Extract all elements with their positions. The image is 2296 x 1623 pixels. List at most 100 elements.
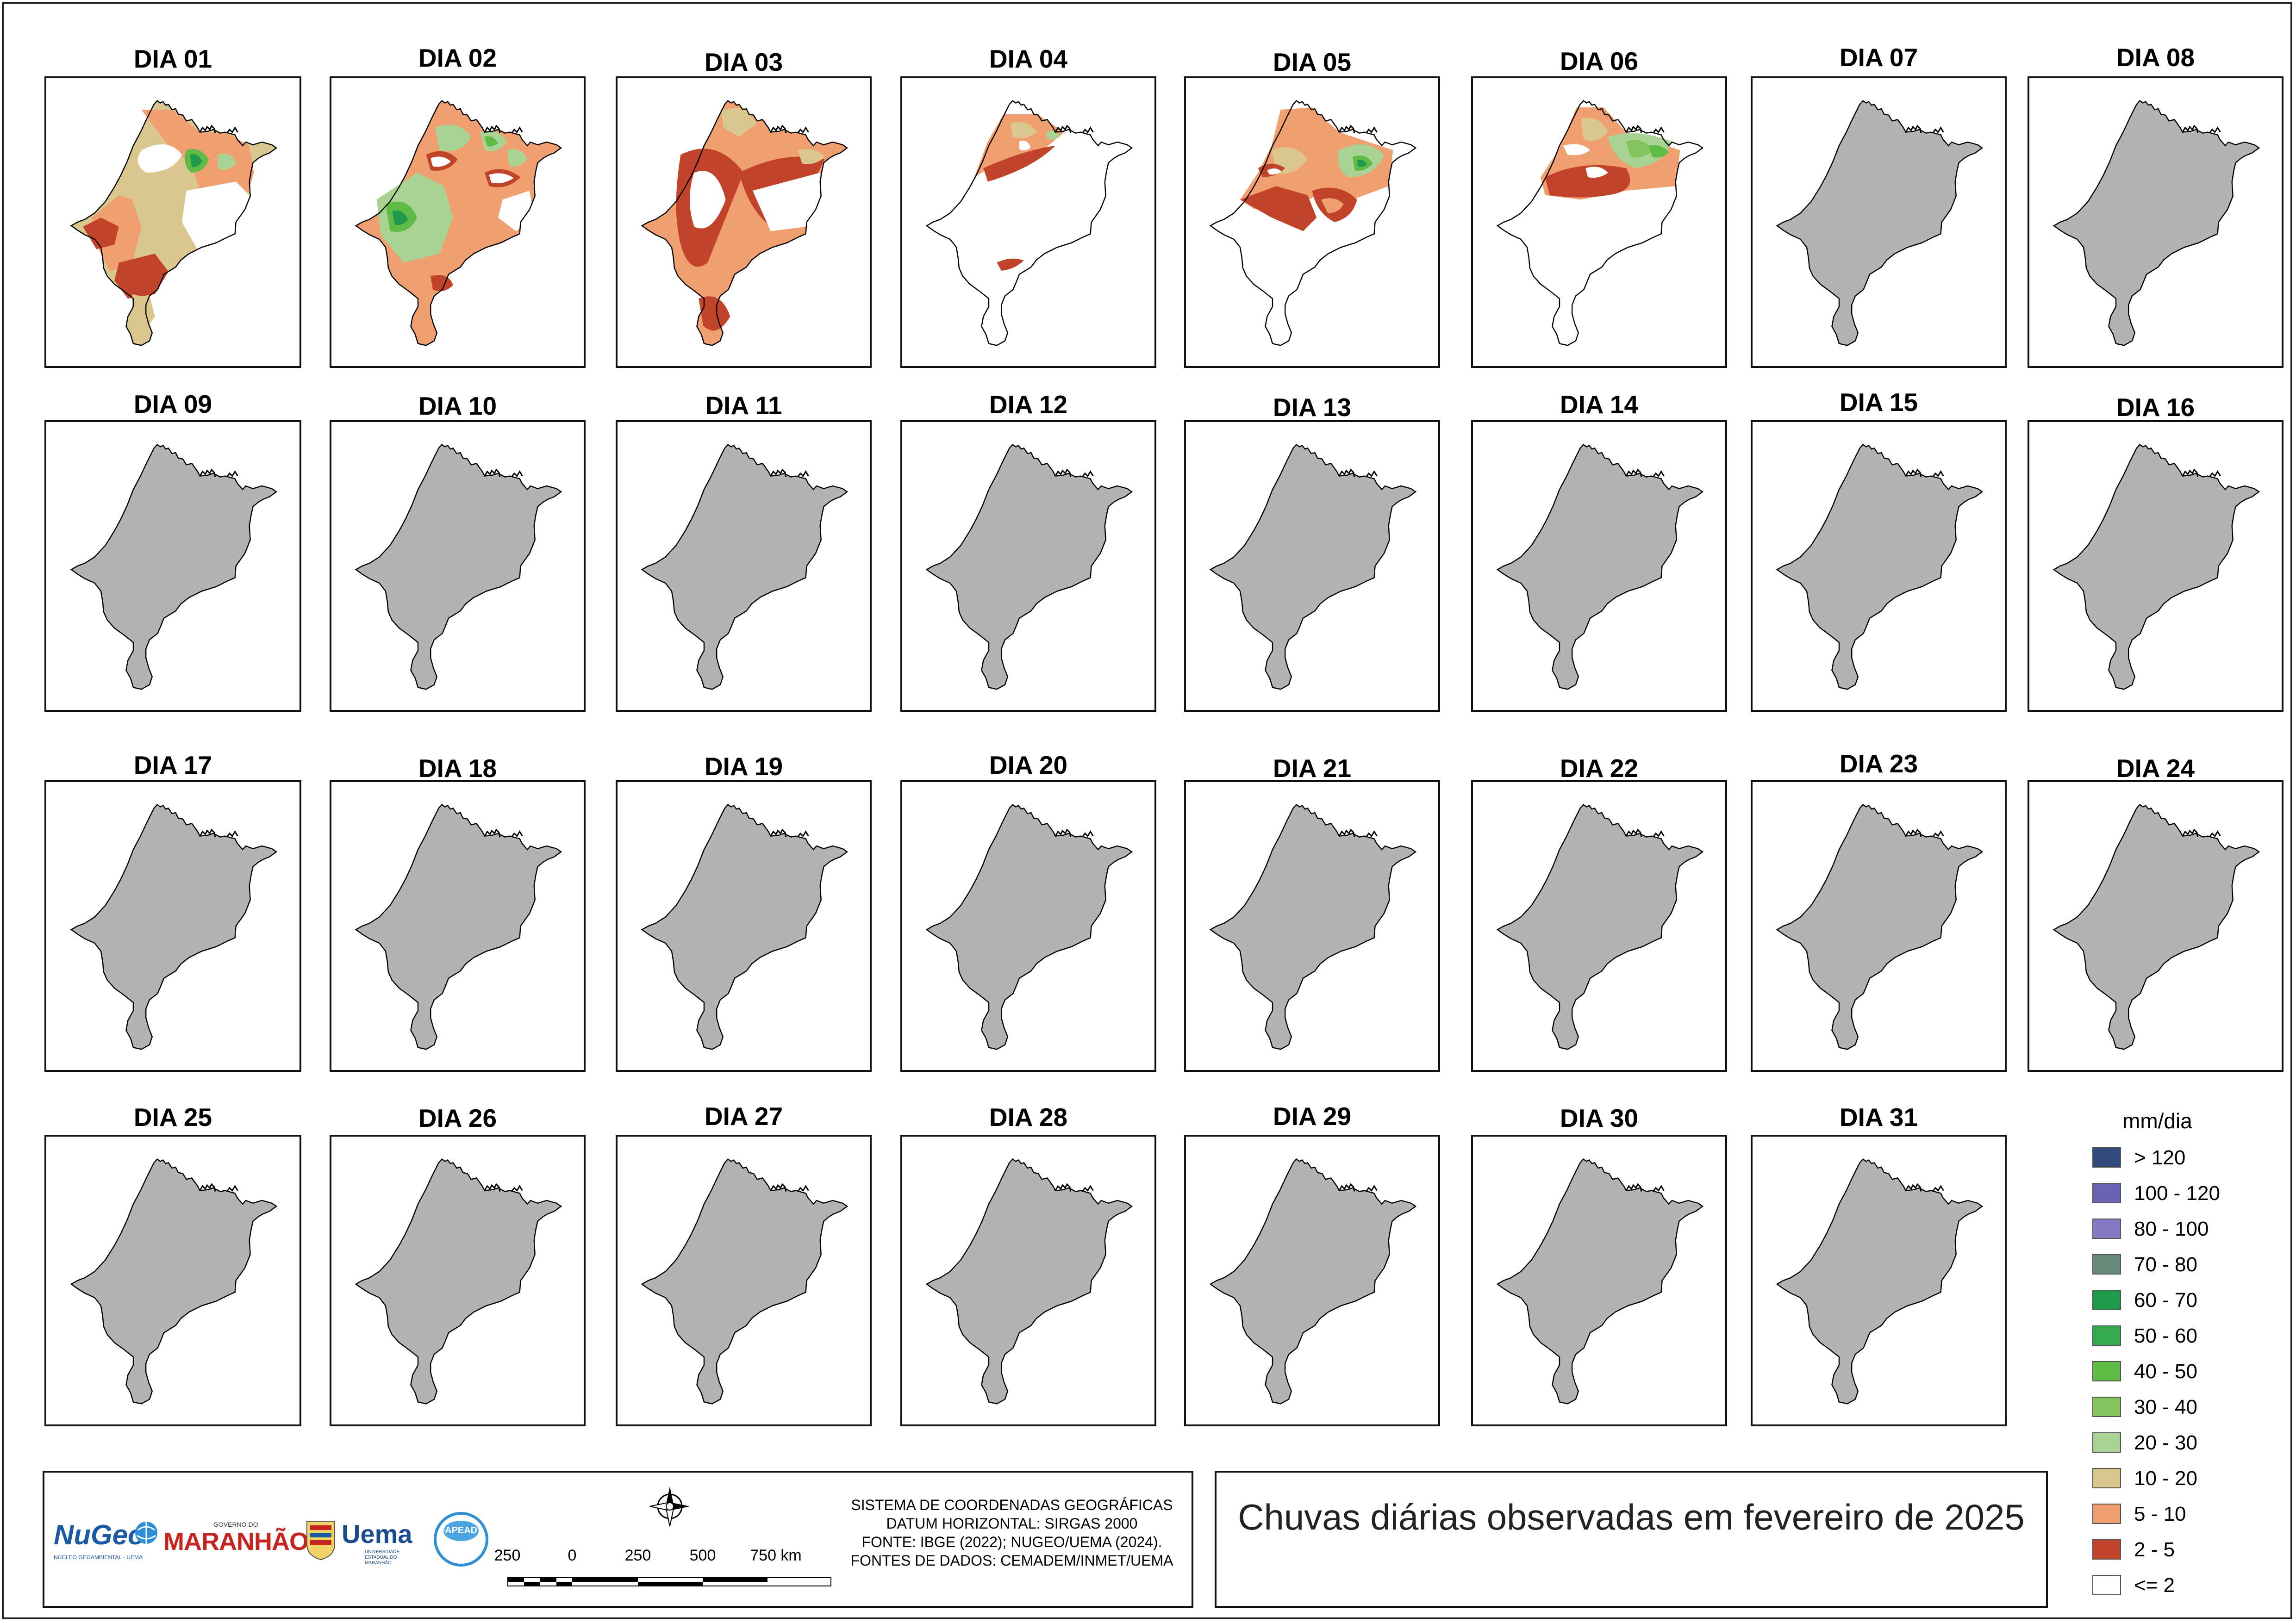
day-map-title: DIA 21 bbox=[1273, 754, 1352, 783]
day-map-frame bbox=[2028, 420, 2284, 712]
day-map-panel: DIA 20 bbox=[900, 750, 1156, 1072]
day-map-title: DIA 03 bbox=[704, 48, 783, 76]
day-map-frame bbox=[900, 780, 1156, 1072]
legend-title: mm/dia bbox=[2122, 1109, 2192, 1133]
uema-logo: Uema UNIVERSIDADE ESTADUAL DO MARANHÃO bbox=[342, 1519, 430, 1570]
day-map-panel: DIA 19 bbox=[616, 752, 872, 1072]
day-map-frame bbox=[330, 780, 586, 1072]
title-box: Chuvas diárias observadas em fevereiro d… bbox=[1215, 1471, 2048, 1608]
day-map-frame bbox=[900, 76, 1156, 368]
day-map-title: DIA 07 bbox=[1839, 43, 1918, 72]
day-map-title: DIA 30 bbox=[1560, 1104, 1639, 1132]
day-map-frame bbox=[1751, 420, 2007, 712]
day-map-frame bbox=[1751, 780, 2007, 1072]
day-map-title: DIA 01 bbox=[133, 44, 212, 73]
day-map-panel: DIA 06 bbox=[1471, 46, 1727, 368]
state-rainfall-map bbox=[2053, 443, 2260, 690]
legend-swatch bbox=[2092, 1147, 2121, 1168]
fapead-label: FAPEAD bbox=[440, 1525, 478, 1536]
day-map-title: DIA 12 bbox=[989, 390, 1068, 419]
day-map-title: DIA 15 bbox=[1839, 388, 1918, 417]
day-map-panel: DIA 25 bbox=[44, 1102, 301, 1426]
day-map-panel: DIA 29 bbox=[1184, 1101, 1440, 1426]
day-map-frame bbox=[330, 420, 586, 712]
day-map-panel: DIA 21 bbox=[1184, 753, 1440, 1072]
legend-item: 60 - 70 bbox=[2083, 1286, 2277, 1322]
legend-swatch bbox=[2092, 1575, 2121, 1595]
day-map-frame bbox=[1184, 76, 1440, 368]
day-map-title: DIA 10 bbox=[418, 392, 497, 420]
legend-swatch bbox=[2092, 1432, 2121, 1453]
state-rainfall-map bbox=[1209, 1158, 1417, 1405]
legend: mm/dia > 120 100 - 120 80 - 100 70 - 80 60 -… bbox=[2083, 1108, 2277, 1607]
day-map-frame bbox=[616, 420, 872, 712]
day-map-title: DIA 22 bbox=[1560, 754, 1639, 783]
day-map-panel: DIA 22 bbox=[1471, 753, 1727, 1072]
state-rainfall-map bbox=[70, 1158, 278, 1405]
state-rainfall-map bbox=[2053, 803, 2260, 1050]
day-map-frame bbox=[44, 76, 301, 368]
legend-swatch bbox=[2092, 1325, 2121, 1346]
day-map-panel: DIA 31 bbox=[1751, 1102, 2007, 1426]
legend-label: 30 - 40 bbox=[2134, 1396, 2197, 1418]
day-map-frame bbox=[616, 780, 872, 1072]
day-map-title: DIA 23 bbox=[1839, 749, 1918, 778]
day-map-panel: DIA 17 bbox=[44, 750, 301, 1072]
state-rainfall-map bbox=[355, 1158, 562, 1405]
uema-subtitle: UNIVERSIDADE ESTADUAL DO MARANHÃO bbox=[365, 1549, 400, 1566]
map-title: Chuvas diárias observadas em fevereiro d… bbox=[1238, 1497, 2025, 1537]
state-rainfall-map bbox=[1776, 99, 1984, 346]
nugeo-logo-text: NuGeo bbox=[54, 1519, 145, 1550]
legend-swatch bbox=[2092, 1397, 2121, 1417]
maranhao-label: MARANHÃO bbox=[163, 1528, 309, 1555]
day-map-panel: DIA 23 bbox=[1751, 749, 2007, 1072]
day-map-title: DIA 05 bbox=[1273, 48, 1352, 76]
day-map-panel: DIA 28 bbox=[900, 1102, 1156, 1426]
day-map-frame bbox=[900, 420, 1156, 712]
day-map-title: DIA 28 bbox=[989, 1103, 1068, 1132]
datum-line: FONTES DE DADOS: CEMADEM/INMET/UEMA bbox=[850, 1552, 1173, 1569]
day-map-frame bbox=[1751, 1135, 2007, 1426]
day-map-frame bbox=[1184, 1135, 1440, 1426]
state-rainfall-map bbox=[1496, 443, 1704, 690]
legend-item: 2 - 5 bbox=[2083, 1536, 2277, 1571]
day-map-panel: DIA 10 bbox=[330, 391, 586, 712]
legend-item: 10 - 20 bbox=[2083, 1464, 2277, 1500]
day-map-frame bbox=[1184, 420, 1440, 712]
day-map-title: DIA 13 bbox=[1273, 393, 1352, 422]
day-map-panel: DIA 04 bbox=[900, 44, 1156, 368]
maranhao-government-logo: GOVERNO DO MARANHÃO bbox=[162, 1521, 309, 1572]
state-rainfall-map bbox=[355, 99, 562, 346]
day-map-panel: DIA 18 bbox=[330, 753, 586, 1072]
state-rainfall-map bbox=[1776, 803, 1984, 1050]
datum-line: SISTEMA DE COORDENADAS GEOGRÁFICAS bbox=[851, 1497, 1173, 1513]
state-rainfall-map bbox=[641, 1158, 849, 1405]
nugeo-logo-subtitle: NÚCLEO GEOAMBIENTAL - UEMA bbox=[54, 1554, 143, 1561]
day-map-title: DIA 29 bbox=[1273, 1102, 1352, 1131]
fapead-badge-icon bbox=[434, 1512, 488, 1567]
legend-item: 100 - 120 bbox=[2083, 1179, 2277, 1215]
day-map-frame bbox=[1471, 420, 1727, 712]
day-map-title: DIA 24 bbox=[2116, 754, 2195, 783]
day-map-frame bbox=[44, 420, 301, 712]
day-map-title: DIA 18 bbox=[418, 754, 497, 783]
fapead-logo: FAPEAD bbox=[433, 1511, 493, 1572]
state-rainfall-map bbox=[355, 803, 562, 1050]
state-rainfall-map bbox=[70, 99, 278, 346]
day-map-frame bbox=[44, 1135, 301, 1426]
info-box: NuGeo NÚCLEO GEOAMBIENTAL - UEMA GOVERNO… bbox=[43, 1471, 1193, 1608]
state-rainfall-map bbox=[1776, 443, 1984, 690]
day-map-panel: DIA 07 bbox=[1751, 43, 2007, 368]
legend-swatch bbox=[2092, 1290, 2121, 1310]
day-map-panel: DIA 02 bbox=[330, 43, 586, 368]
legend-swatch bbox=[2092, 1183, 2121, 1203]
legend-item: 80 - 100 bbox=[2083, 1215, 2277, 1250]
day-map-panel: DIA 16 bbox=[2028, 392, 2284, 712]
governo-label: GOVERNO DO bbox=[213, 1521, 258, 1528]
globe-icon bbox=[135, 1522, 157, 1544]
day-map-title: DIA 26 bbox=[418, 1104, 497, 1132]
legend-label: <= 2 bbox=[2134, 1574, 2175, 1597]
legend-label: 40 - 50 bbox=[2134, 1360, 2197, 1383]
legend-item: 70 - 80 bbox=[2083, 1250, 2277, 1286]
